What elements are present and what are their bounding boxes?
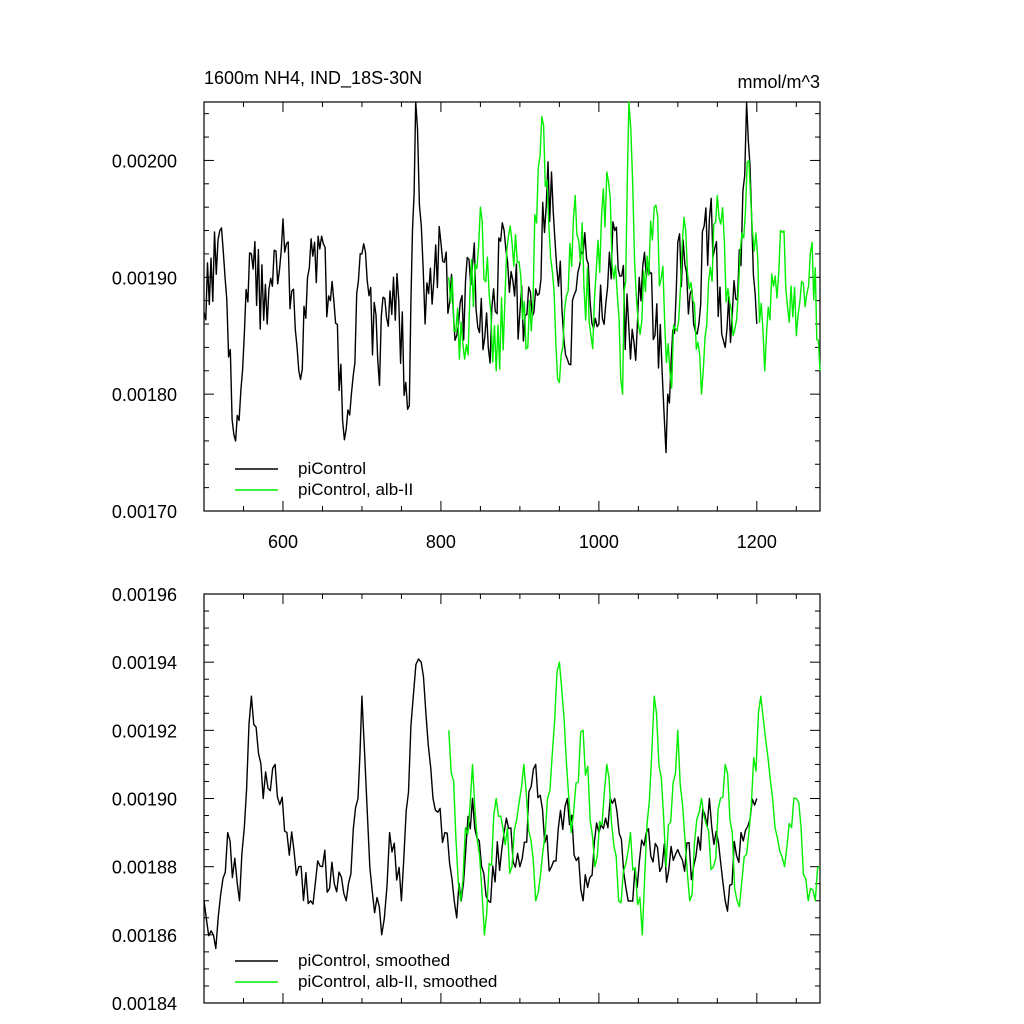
y-tick-label: 0.00170: [112, 502, 177, 522]
y-tick-label: 0.00186: [112, 926, 177, 946]
y-tick-label: 0.00190: [112, 268, 177, 288]
y-tick-label: 0.00184: [112, 994, 177, 1014]
units-label: mmol/m^3: [738, 72, 820, 92]
chart-title: 1600m NH4, IND_18S-30N: [204, 68, 422, 89]
series-line-1-1: [203, 101, 758, 454]
legend-label-picontrol-smoothed: piControl, smoothed: [298, 951, 450, 970]
y-tick-label: 0.00190: [112, 790, 177, 810]
x-tick-label: 1200: [737, 532, 777, 552]
y-tick-label: 0.00200: [112, 151, 177, 171]
y-tick-label: 0.00188: [112, 858, 177, 878]
y-tick-label: 0.00196: [112, 585, 177, 605]
plot-frame-1: [203, 101, 821, 512]
series-line-2-1: [203, 658, 758, 950]
legend-label-alb-ii-smoothed: piControl, alb-II, smoothed: [298, 972, 497, 991]
series-line-2-2: [448, 661, 821, 936]
plot-frame-2: [203, 593, 821, 1004]
y-tick-label: 0.00194: [112, 653, 177, 673]
y-tick-label: 0.00192: [112, 721, 177, 741]
legend-label-alb-ii: piControl, alb-II: [298, 480, 413, 499]
y-tick-label: 0.00180: [112, 385, 177, 405]
x-tick-label: 1000: [579, 532, 619, 552]
x-tick-label: 600: [268, 532, 298, 552]
legend-label-picontrol: piControl: [298, 459, 366, 478]
x-tick-label: 800: [426, 532, 456, 552]
series-line-1-2: [448, 101, 821, 395]
